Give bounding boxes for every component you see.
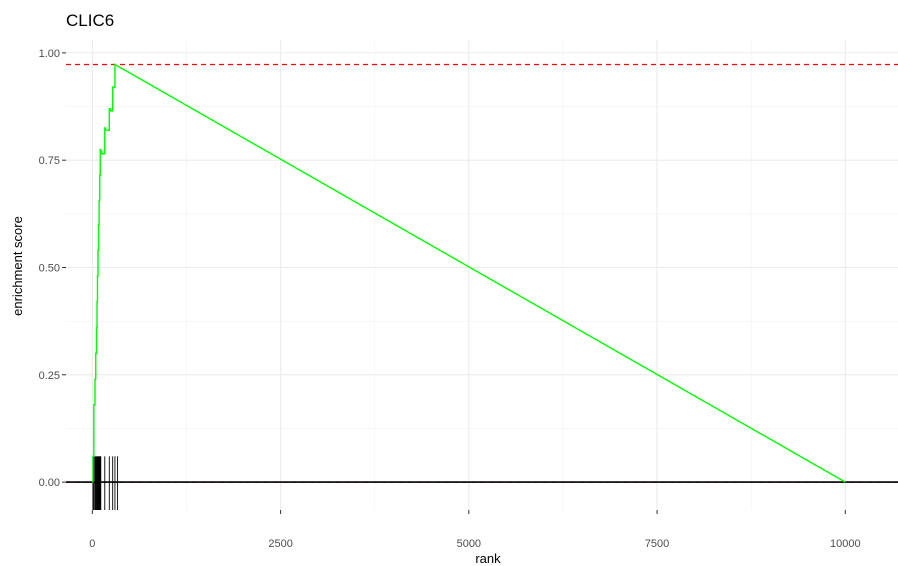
x-axis-label: rank <box>475 551 501 566</box>
y-tick-label: 0.50 <box>39 262 60 274</box>
y-axis-label: enrichment score <box>10 216 25 316</box>
x-tick-label: 10000 <box>830 538 861 550</box>
y-axis: 0.00 0.25 0.50 0.75 1.00 <box>39 48 66 489</box>
reference-lines <box>66 63 898 483</box>
y-tick-label: 0.25 <box>39 370 60 382</box>
x-tick-label: 0 <box>89 538 95 550</box>
enrichment-score-line <box>92 63 846 483</box>
data-series <box>92 63 846 483</box>
y-tick-label: 0.75 <box>39 155 60 167</box>
chart-title: CLIC6 <box>66 11 114 30</box>
y-tick-label: 1.00 <box>39 48 60 60</box>
gene-rug <box>92 456 119 510</box>
x-tick-label: 2500 <box>268 538 292 550</box>
x-axis: 0 2500 5000 7500 10000 <box>89 510 861 550</box>
y-tick-label: 0.00 <box>39 477 60 489</box>
grid-lines <box>66 40 898 510</box>
x-tick-label: 5000 <box>457 538 481 550</box>
x-tick-label: 7500 <box>645 538 669 550</box>
